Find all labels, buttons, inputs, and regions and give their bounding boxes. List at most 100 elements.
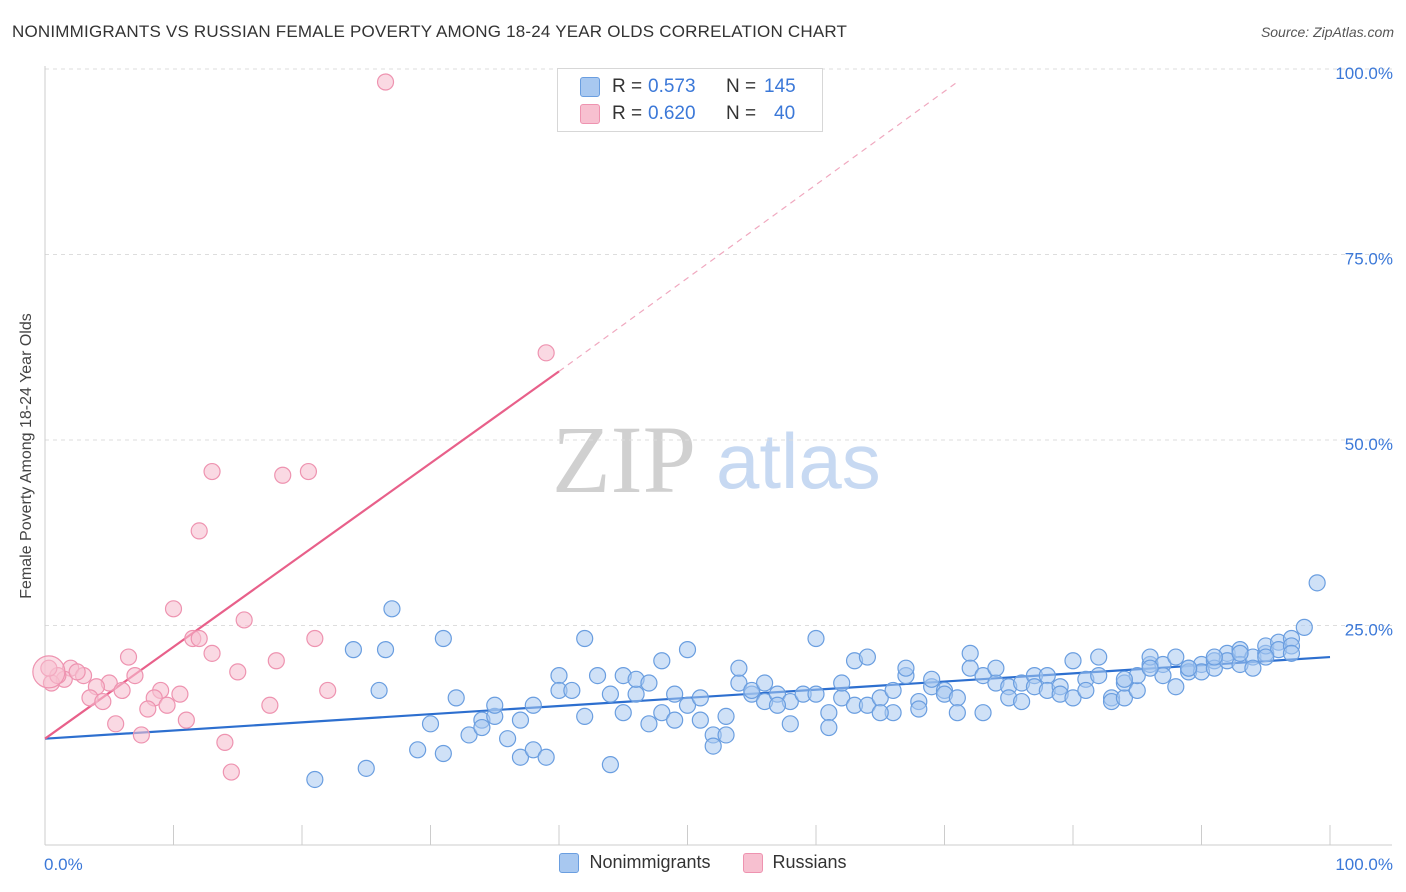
nonimmigrants-point	[807, 685, 825, 703]
russians-point	[107, 715, 125, 733]
y-tick-label: 100.0%	[1335, 64, 1393, 83]
nonimmigrants-point	[833, 674, 851, 692]
nonimmigrants-point	[1308, 574, 1326, 592]
nonimmigrants-point	[1295, 618, 1313, 636]
nonimmigrants-point	[781, 715, 799, 733]
nonimmigrants-point	[691, 689, 709, 707]
source-label: Source: ZipAtlas.com	[1260, 24, 1394, 40]
nonimmigrants-point	[871, 704, 889, 722]
nonimmigrants-point	[666, 711, 684, 729]
nonimmigrants-point	[1231, 644, 1249, 662]
nonimmigrants-point	[755, 674, 774, 692]
blue-swatch	[580, 77, 600, 97]
nonimmigrants-point	[1154, 666, 1172, 685]
nonimmigrants-point	[511, 748, 530, 766]
nonimmigrants-point	[1012, 692, 1031, 711]
russians-point	[319, 681, 337, 700]
russians-point-large	[32, 655, 66, 689]
nonimmigrants-points	[306, 574, 1326, 789]
nonimmigrants-point	[1244, 659, 1262, 677]
nonimmigrants-point	[858, 648, 877, 666]
nonimmigrants-point	[961, 659, 979, 677]
russians-point	[261, 696, 279, 714]
nonimmigrants-point	[1167, 648, 1185, 666]
nonimmigrants-point	[601, 756, 620, 774]
nonimmigrants-point	[409, 741, 427, 759]
nonimmigrants-point	[473, 718, 491, 737]
russians-point	[132, 726, 150, 744]
nonimmigrants-point	[1257, 648, 1275, 666]
nonimmigrants-point	[1064, 652, 1082, 670]
nonimmigrants-point	[1090, 666, 1108, 685]
blue-swatch	[559, 852, 580, 873]
russians-point	[126, 666, 144, 685]
nonimmigrants-point	[563, 681, 581, 700]
nonimmigrants-point	[1115, 670, 1134, 688]
r-label: R =	[612, 103, 643, 124]
r-value: 0.620	[648, 103, 696, 124]
nonimmigrants-point	[550, 666, 568, 685]
russians-point	[537, 344, 555, 362]
nonimmigrants-point	[434, 744, 452, 763]
nonimmigrants-point	[923, 670, 941, 688]
russians-point	[222, 763, 240, 781]
watermark-zip: ZIP	[552, 406, 696, 513]
n-label: N =	[726, 76, 757, 97]
nonimmigrants-point	[1064, 689, 1082, 707]
nonimmigrants-point	[524, 741, 542, 759]
nonimmigrants-point	[1090, 648, 1108, 666]
nonimmigrants-point	[884, 681, 902, 700]
nonimmigrants-point	[627, 685, 645, 703]
nonimmigrants-point	[511, 711, 530, 729]
nonimmigrants-point	[897, 659, 915, 677]
nonimmigrants-point	[306, 770, 324, 789]
russians-point	[376, 73, 395, 91]
nonimmigrants-point	[524, 696, 542, 714]
y-tick-label: 75.0%	[1345, 250, 1393, 269]
n-value: 145	[764, 76, 796, 97]
russians-trend-extension	[558, 81, 958, 372]
nonimmigrants-point	[858, 696, 877, 714]
russians-point	[267, 652, 285, 670]
nonimmigrants-point	[666, 685, 684, 703]
nonimmigrants-point	[588, 666, 607, 685]
russians-point	[306, 629, 324, 648]
chart-title: NONIMMIGRANTS VS RUSSIAN FEMALE POVERTY …	[12, 22, 848, 41]
nonimmigrants-point	[383, 600, 401, 618]
nonimmigrants-point	[1077, 681, 1095, 700]
russians-point	[68, 663, 86, 681]
nonimmigrants-point	[576, 707, 594, 726]
russians-point	[177, 711, 195, 729]
nonimmigrants-point	[576, 629, 594, 648]
nonimmigrants-point	[768, 696, 787, 714]
x-tick-labels: 0.0% 100.0%	[44, 855, 1393, 874]
russians-point	[274, 466, 292, 484]
watermark-atlas: atlas	[716, 417, 881, 505]
series-legend: Nonimmigrants Russians	[0, 852, 1406, 873]
n-label: N =	[726, 103, 757, 124]
nonimmigrants-point	[820, 704, 838, 722]
nonimmigrants-point	[653, 704, 671, 722]
nonimmigrants-point	[678, 641, 697, 659]
russians-point	[94, 692, 112, 711]
nonimmigrants-point	[376, 641, 395, 659]
axes	[44, 66, 1392, 846]
legend-item-russians: Russians	[742, 852, 847, 873]
x-tick-label: 0.0%	[44, 855, 83, 874]
stats-row-russians: R = 0.620 N = 40	[580, 101, 795, 127]
nonimmigrants-point	[447, 689, 465, 707]
nonimmigrants-point	[974, 704, 992, 722]
nonimmigrants-point	[820, 718, 838, 737]
nonimmigrants-point	[961, 644, 979, 662]
n-value: 40	[774, 103, 796, 124]
nonimmigrants-point	[807, 629, 825, 648]
pink-swatch	[742, 852, 763, 873]
pink-swatch	[580, 104, 600, 124]
r-value: 0.573	[648, 76, 696, 97]
russians-point	[216, 733, 234, 751]
grid-lines	[45, 68, 1392, 626]
russians-point	[203, 644, 221, 662]
russians-point	[113, 681, 131, 700]
nonimmigrants-point	[1205, 648, 1223, 666]
